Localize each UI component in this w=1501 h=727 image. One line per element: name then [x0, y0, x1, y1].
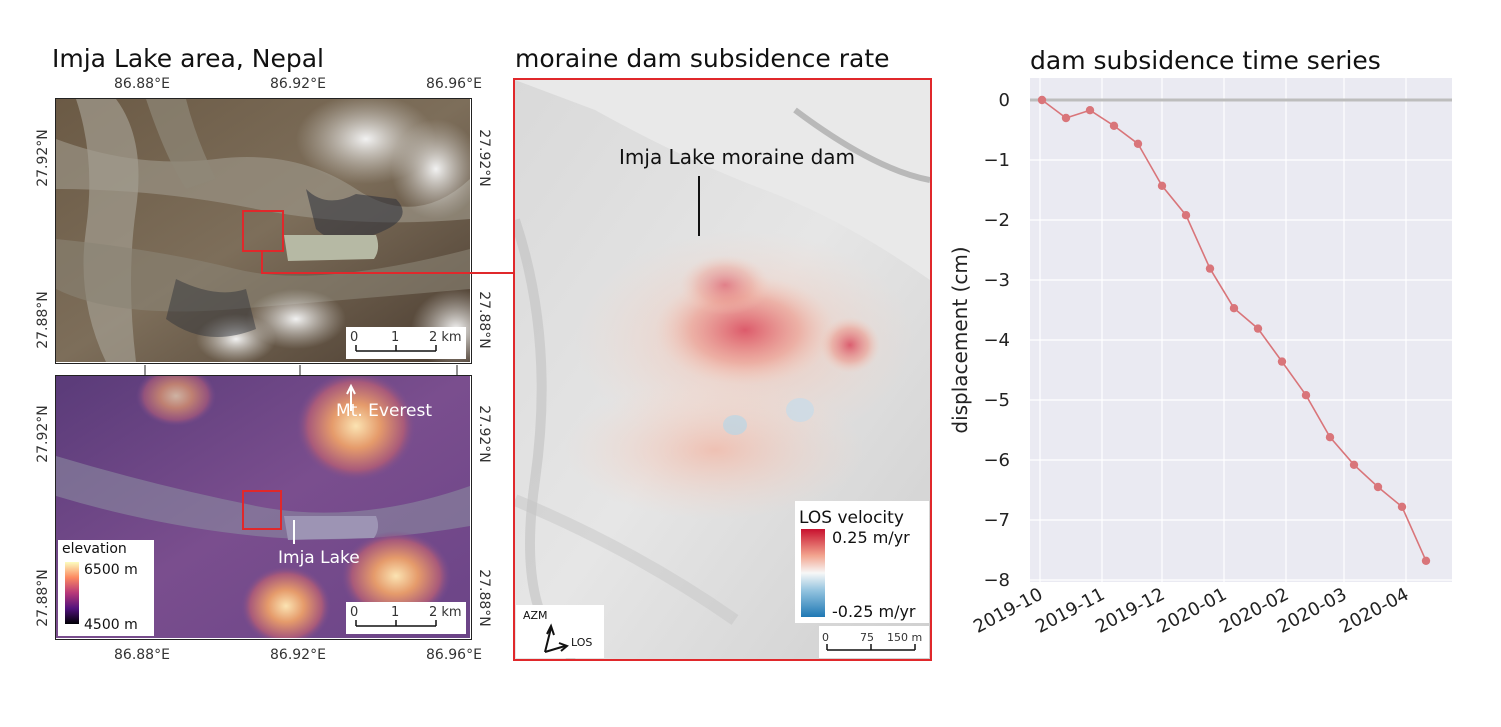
data-point [1133, 139, 1143, 148]
lon-tick-bottom-3: 86.96°E [426, 647, 482, 663]
data-point [1229, 304, 1239, 313]
data-point [1205, 264, 1215, 273]
data-point [1253, 324, 1263, 333]
x-tick-label: 2019-12 [1092, 584, 1168, 638]
scalebar-top-2: 2 km [429, 330, 462, 345]
x-tick-label: 2019-10 [970, 584, 1046, 638]
left-panel-title: Imja Lake area, Nepal [52, 44, 324, 73]
lon-tick-bottom-2: 86.92°E [270, 647, 326, 663]
elevation-colorbar-min: 4500 m [84, 617, 138, 633]
y-tick-label: −7 [983, 510, 1010, 531]
scalebar-bg-bottom [346, 602, 466, 634]
elevation-map [55, 375, 472, 640]
middle-panel-title: moraine dam subsidence rate [515, 44, 890, 73]
y-tick-label: −3 [983, 270, 1010, 291]
azm-arrow [544, 623, 555, 653]
data-point [1277, 357, 1287, 366]
los-colorbar-min: -0.25 m/yr [832, 602, 916, 621]
y-tick-label: −1 [983, 150, 1010, 171]
data-point [1349, 460, 1359, 469]
y-axis-label: displacement (cm) [948, 246, 972, 433]
data-point [1109, 121, 1119, 130]
lon-tick-top-1: 86.88°E [114, 76, 170, 92]
y-tick-label: −6 [983, 450, 1010, 471]
x-tick-label: 2020-01 [1154, 584, 1230, 638]
scalebar-bg-top [346, 327, 466, 359]
satellite-image [56, 99, 471, 363]
lon-tick-top-3: 86.96°E [426, 76, 482, 92]
moraine-dam-label: Imja Lake moraine dam [619, 145, 856, 169]
data-point [1397, 502, 1407, 511]
data-point [1037, 95, 1047, 105]
imja-lake-label: Imja Lake [278, 548, 360, 568]
chart-title: dam subsidence time series [1030, 46, 1381, 75]
data-point [1181, 211, 1191, 220]
los-colorbar [801, 529, 825, 617]
scalebar-middle-0: 0 [822, 631, 829, 644]
scalebar-bottom-2: 2 km [429, 605, 462, 620]
los-label: LOS [571, 636, 593, 649]
los-colorbar-title: LOS velocity [799, 508, 904, 528]
data-point [1157, 181, 1167, 190]
scalebar-bottom-0: 0 [350, 605, 359, 620]
inset-box-bottom [242, 490, 282, 530]
subsidence-map [513, 78, 932, 661]
y-tick-labels: 0 −1 −2 −3 −4 −5 −6 −7 −8 [983, 90, 1010, 591]
data-point [1325, 433, 1335, 442]
scalebar-top-1: 1 [391, 330, 400, 345]
data-point [1301, 391, 1311, 400]
data-point [1421, 556, 1431, 565]
everest-arrow [346, 383, 356, 411]
data-point [1061, 113, 1071, 123]
satellite-map [55, 98, 472, 364]
subsidence-image [515, 80, 930, 659]
everest-label: Mt. Everest [336, 401, 432, 421]
elevation-image [56, 376, 470, 639]
series-layer [1037, 95, 1431, 565]
y-tick-label: −2 [983, 210, 1010, 231]
scalebar-top-0: 0 [350, 330, 359, 345]
imja-lake-elevation [284, 516, 379, 540]
elevation-colorbar-title: elevation [62, 541, 127, 557]
colorbar-elevation [65, 562, 79, 624]
x-tick-labels: 2019-102019-112019-122020-012020-022020-… [970, 584, 1412, 638]
scalebar-middle-1: 75 [860, 631, 874, 644]
scalebar-bottom-1: 1 [391, 605, 400, 620]
y-tick-label: −4 [983, 330, 1010, 351]
plot-background [1030, 78, 1452, 582]
scalebar-middle-2: 150 m [887, 631, 923, 644]
data-point [1085, 106, 1095, 115]
elevation-colorbar-max: 6500 m [84, 562, 138, 578]
lon-tick-top-2: 86.92°E [270, 76, 326, 92]
x-tick-label: 2020-04 [1336, 584, 1412, 638]
scalebar-bg-middle [819, 626, 929, 658]
los-arrow [544, 642, 569, 653]
y-tick-label: −8 [983, 570, 1010, 591]
y-tick-label: 0 [999, 90, 1010, 111]
arrows-bg [516, 605, 604, 658]
lon-tick-bottom-1: 86.88°E [114, 647, 170, 663]
imja-lake-satellite [284, 235, 379, 261]
azm-label: AZM [523, 609, 548, 622]
los-colorbar-max: 0.25 m/yr [832, 528, 910, 547]
y-tick-label: −5 [983, 390, 1010, 411]
data-point [1373, 482, 1383, 492]
